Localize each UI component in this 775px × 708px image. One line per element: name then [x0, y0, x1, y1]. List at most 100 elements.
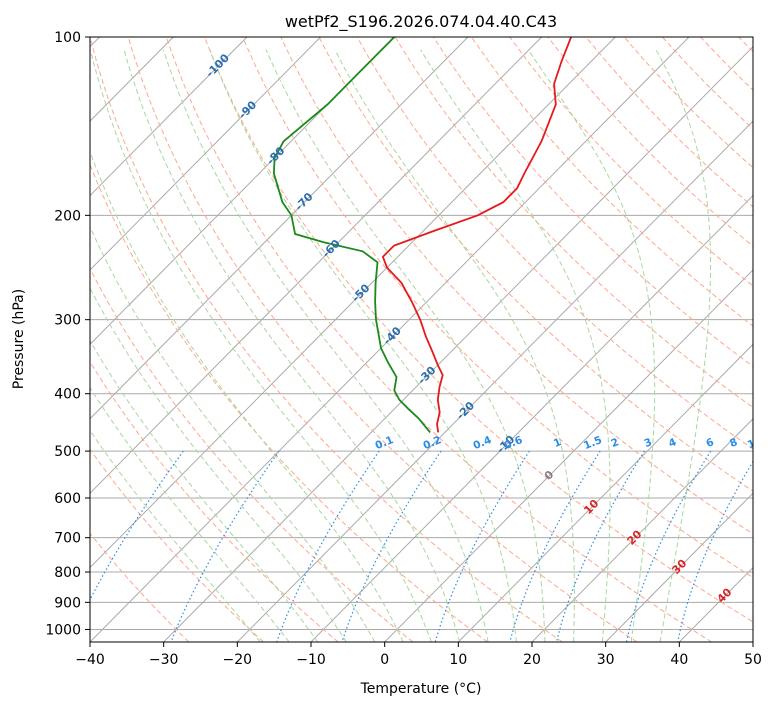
- isotherm-line: [90, 37, 321, 271]
- dry-adiabat-line: [90, 267, 414, 642]
- dry-adiabat-line: [509, 37, 753, 287]
- dry-adiabat-line: [547, 37, 753, 247]
- isotherm-line: [90, 37, 469, 420]
- background-lines: [90, 37, 753, 642]
- y-tick-label: 400: [54, 387, 81, 403]
- moist-adiabat-line: [420, 49, 611, 642]
- mixing-ratio-label: 1.5: [582, 434, 604, 452]
- x-tick-label: −10: [296, 652, 326, 668]
- x-tick-label: −20: [223, 652, 253, 668]
- mixing-ratio-line: [434, 450, 530, 642]
- chart-title: wetPf2_S196.2026.074.04.40.C43: [285, 12, 557, 32]
- isotherm-line: [678, 566, 753, 642]
- moist-adiabat-line: [90, 49, 432, 642]
- x-tick-label: 0: [380, 652, 389, 668]
- dry-adiabat-line: [661, 37, 753, 130]
- y-tick-label: 700: [54, 531, 81, 547]
- mixing-ratio-line: [509, 450, 601, 642]
- moist-adiabat-line: [90, 225, 376, 642]
- y-tick-label: 900: [54, 595, 81, 611]
- x-tick-label: 40: [670, 652, 688, 668]
- moist-adiabat-line: [90, 339, 319, 642]
- dry-adiabat-line: [127, 37, 638, 642]
- isotherm-line: [531, 418, 753, 642]
- dry-adiabat-line: [738, 37, 753, 53]
- mixing-ratio-label: 3: [643, 436, 654, 450]
- moist-adiabat-line: [90, 429, 261, 642]
- moist-adiabat-line: [655, 49, 711, 642]
- mixing-ratio-line: [170, 450, 280, 642]
- x-tick-label: −30: [149, 652, 179, 668]
- x-axis: −40 −30 −20 −10 0 10 20 30 40 50: [75, 642, 762, 668]
- dry-adiabat-line: [203, 37, 753, 623]
- x-tick-label: 30: [597, 652, 615, 668]
- isotherm-line: [90, 37, 248, 197]
- isotherm-line: [90, 37, 395, 346]
- moist-adiabat-line: [527, 49, 656, 642]
- temperature-profile-line: [381, 37, 572, 433]
- x-axis-label: Temperature (°C): [360, 681, 482, 697]
- mixing-ratio-label: 4: [667, 436, 678, 450]
- moist-adiabat-line: [90, 386, 290, 642]
- mixing-ratio-lines: [90, 450, 775, 642]
- y-tick-label: 100: [54, 30, 81, 46]
- isotherm-line: [384, 269, 753, 642]
- mixing-ratio-label: 2: [609, 436, 620, 450]
- moist-adiabat-line: [90, 150, 404, 642]
- isotherm-line: [605, 492, 753, 642]
- dry-adiabat-line: [623, 37, 753, 169]
- plot-frame: [89, 36, 754, 643]
- mixing-ratio-line: [757, 451, 775, 642]
- mixing-ratio-line: [555, 450, 645, 642]
- y-tick-label: 800: [54, 565, 81, 581]
- moist-adiabat-line: [334, 49, 575, 642]
- plot-area: -100-90-80-70-60-50-40-30-20-10010203040…: [90, 37, 775, 642]
- mixing-ratio-label: 6: [704, 436, 715, 450]
- moist-adiabat-line: [123, 49, 461, 642]
- dry-adiabat-line: [90, 448, 264, 642]
- profile-lines: [272, 37, 572, 433]
- isotherm-line: [236, 120, 753, 642]
- mixing-ratio-label: 10: [746, 435, 764, 452]
- x-tick-label: −40: [75, 652, 105, 668]
- x-tick-label: 20: [523, 652, 541, 668]
- mixing-ratio-label: 8: [728, 436, 739, 450]
- y-axis: 100 200 300 400 500 600 700 800 900 1000: [45, 30, 90, 638]
- y-tick-label: 300: [54, 313, 81, 329]
- dry-adiabat-line: [90, 37, 563, 642]
- dewpoint-profile-line: [272, 37, 431, 433]
- isotherm-line: [163, 46, 753, 642]
- mixing-ratio-label: 0.4: [472, 434, 494, 452]
- mixing-ratio-line: [677, 460, 753, 642]
- x-tick-label: 10: [449, 652, 467, 668]
- y-tick-label: 600: [54, 491, 81, 507]
- mixing-ratio-line: [625, 450, 712, 642]
- mixing-ratio-line: [341, 450, 442, 642]
- mixing-ratio-label: 1: [552, 436, 563, 450]
- dry-adiabat-line: [165, 37, 712, 642]
- isotherm-line: [90, 37, 690, 642]
- isotherm-line: [752, 641, 753, 642]
- moist-adiabat-line: [209, 49, 517, 642]
- dry-adiabat-line: [318, 37, 753, 492]
- dry-adiabat-line: [356, 37, 753, 450]
- y-tick-label: 500: [54, 444, 81, 460]
- y-tick-label: 200: [54, 208, 81, 224]
- isotherm-line: [457, 343, 753, 642]
- moist-adiabat-line: [162, 49, 489, 642]
- isotherm-line: [90, 37, 542, 494]
- x-tick-label: 50: [744, 652, 762, 668]
- dry-adiabat-line: [471, 37, 753, 327]
- y-tick-label: 1000: [45, 622, 81, 638]
- dry-adiabat-line: [432, 37, 753, 368]
- moist-adiabat-line: [90, 287, 347, 642]
- moist-adiabat-line: [265, 49, 546, 642]
- in-plot-labels: -100-90-80-70-60-50-40-30-20-10010203040…: [203, 51, 764, 605]
- y-axis-label: Pressure (hPa): [11, 289, 27, 389]
- dry-adiabat-line: [90, 532, 190, 642]
- dry-adiabat-line: [700, 37, 753, 91]
- mixing-ratio-line: [276, 450, 380, 642]
- dry-adiabat-line: [280, 37, 753, 535]
- dry-adiabat-line: [90, 163, 488, 642]
